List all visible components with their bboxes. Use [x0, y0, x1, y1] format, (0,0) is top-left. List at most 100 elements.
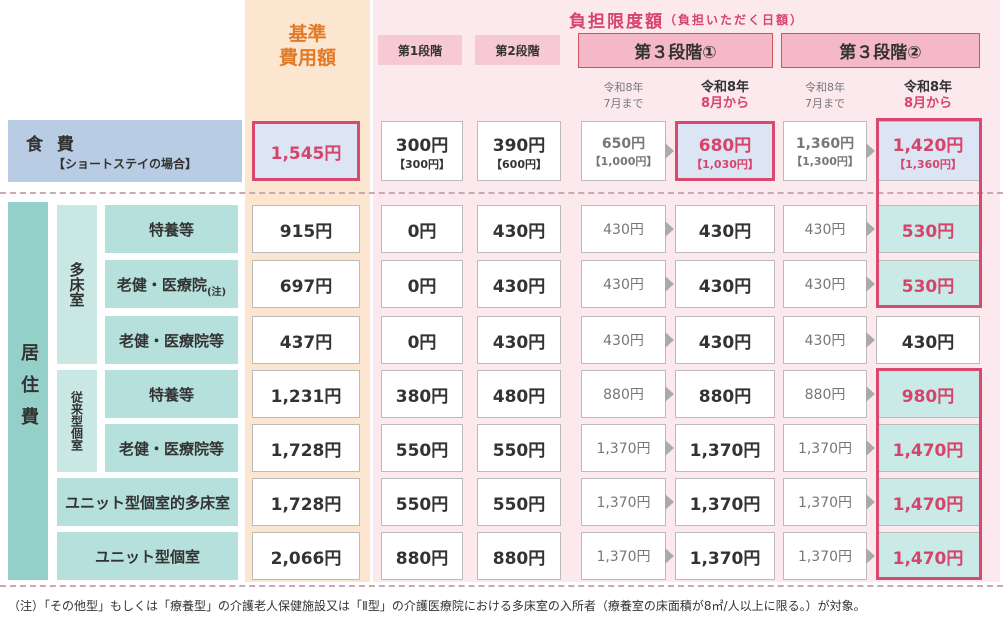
value-cell: 1,728円 [252, 424, 360, 472]
value-cell: 1,370円 [675, 478, 775, 526]
arrow [866, 494, 875, 510]
value-cell: 380円 [381, 370, 463, 418]
value-cell: 915円 [252, 205, 360, 253]
row-label: 老健・医療院等 [105, 316, 238, 364]
arrow [866, 440, 875, 456]
arrow [866, 221, 875, 237]
arrow [665, 143, 674, 159]
limit-title: 負担限度額 （負担いただく日額） [373, 8, 1000, 32]
period-header: 令和8年 8月から [876, 80, 980, 112]
label: 老健・医療院 [116, 275, 207, 294]
value-cell: 0円 [381, 205, 463, 253]
arrow [866, 386, 875, 402]
value-cell: 530円 [876, 205, 980, 253]
period-line: 7月まで [603, 97, 644, 110]
value: 1,545円 [270, 143, 342, 164]
value-cell: 1,370円 [581, 478, 666, 526]
value-cell: 0円 [381, 260, 463, 308]
value-cell: 550円 [381, 478, 463, 526]
value-cell: 880円 [581, 370, 666, 418]
arrow [665, 332, 674, 348]
value-cell: 0円 [381, 316, 463, 364]
value: 390円 [492, 135, 546, 156]
value-cell: 550円 [381, 424, 463, 472]
header-line: 基準 [288, 23, 327, 45]
row-label: 特養等 [105, 205, 238, 253]
value-cell: 430円 [581, 316, 666, 364]
food-cell: 650円【1,000円】 [581, 121, 666, 181]
value-cell: 430円 [675, 205, 775, 253]
arrow [665, 386, 674, 402]
subtitle: （負担いただく日額） [663, 12, 804, 27]
value-note: 【1,030円】 [691, 157, 759, 171]
value-cell: 430円 [675, 260, 775, 308]
food-cell: 390円 【600円】 [477, 121, 561, 181]
value-cell: 1,470円 [876, 424, 980, 472]
value-cell: 1,370円 [675, 424, 775, 472]
value-cell: 430円 [675, 316, 775, 364]
value: 300円 [395, 135, 449, 156]
value-cell: 430円 [477, 316, 561, 364]
value-cell: 880円 [477, 532, 561, 580]
arrow [866, 332, 875, 348]
value-note: 【1,000円】 [589, 155, 658, 168]
period-line: 7月まで [805, 97, 845, 110]
arrow [665, 221, 674, 237]
arrow [665, 548, 674, 564]
label: ユニット型個室的多床室 [64, 493, 230, 512]
value-cell: 430円 [783, 316, 867, 364]
value-cell: 1,370円 [783, 424, 867, 472]
food-cell: 680円 【1,030円】 [675, 121, 775, 181]
arrow [665, 440, 674, 456]
stage-header: 第３段階② [781, 33, 980, 68]
value-cell: 1,470円 [876, 532, 980, 580]
row-label: 老健・医療院等 [105, 424, 238, 472]
value-cell: 550円 [477, 424, 561, 472]
period-line: 令和8年 [805, 81, 845, 94]
header-line: 費用額 [278, 47, 336, 69]
value-cell: 1,728円 [252, 478, 360, 526]
value-cell: 430円 [477, 205, 561, 253]
period-header: 令和8年 7月まで [783, 80, 867, 112]
stage-header: 第2段階 [475, 35, 560, 65]
label: ユニット型個室 [94, 547, 200, 566]
value-cell: 1,370円 [783, 478, 867, 526]
sublabel: 【ショートステイの場合】 [52, 157, 197, 171]
note: (注) [206, 287, 227, 298]
value-note: 【300円】 [394, 157, 450, 171]
divider [0, 192, 1003, 194]
highlight-box [876, 118, 982, 308]
housing-label: 居住費 [8, 202, 48, 580]
value-cell: 1,370円 [675, 532, 775, 580]
label: 老健・医療院等 [118, 439, 224, 458]
value: 650円 [601, 136, 646, 152]
value-cell: 430円 [581, 205, 666, 253]
period-line: 令和8年 [603, 81, 644, 94]
value-cell: 1,231円 [252, 370, 360, 418]
value-cell: 880円 [381, 532, 463, 580]
value-cell: 480円 [477, 370, 561, 418]
period-line: 8月から [903, 96, 953, 111]
value-cell: 1,370円 [783, 532, 867, 580]
value-cell: 550円 [477, 478, 561, 526]
value-cell: 1,370円 [581, 424, 666, 472]
value-cell: 1,470円 [876, 478, 980, 526]
value-note: 【600円】 [491, 157, 547, 171]
period-line: 令和8年 [903, 80, 953, 95]
arrow [866, 143, 875, 159]
value-cell: 430円 [876, 316, 980, 364]
value-cell: 1,370円 [581, 532, 666, 580]
label: 特養等 [148, 220, 194, 239]
value-cell: 530円 [876, 260, 980, 308]
arrow [665, 276, 674, 292]
arrow [866, 276, 875, 292]
value-cell: 2,066円 [252, 532, 360, 580]
label: 特養等 [148, 385, 194, 404]
title: 負担限度額 [568, 11, 664, 32]
period-header: 令和8年 7月まで [581, 80, 666, 112]
value-cell: 880円 [675, 370, 775, 418]
period-header: 令和8年 8月から [675, 80, 775, 112]
value-cell: 430円 [783, 205, 867, 253]
value: 1,420円 [892, 135, 964, 156]
